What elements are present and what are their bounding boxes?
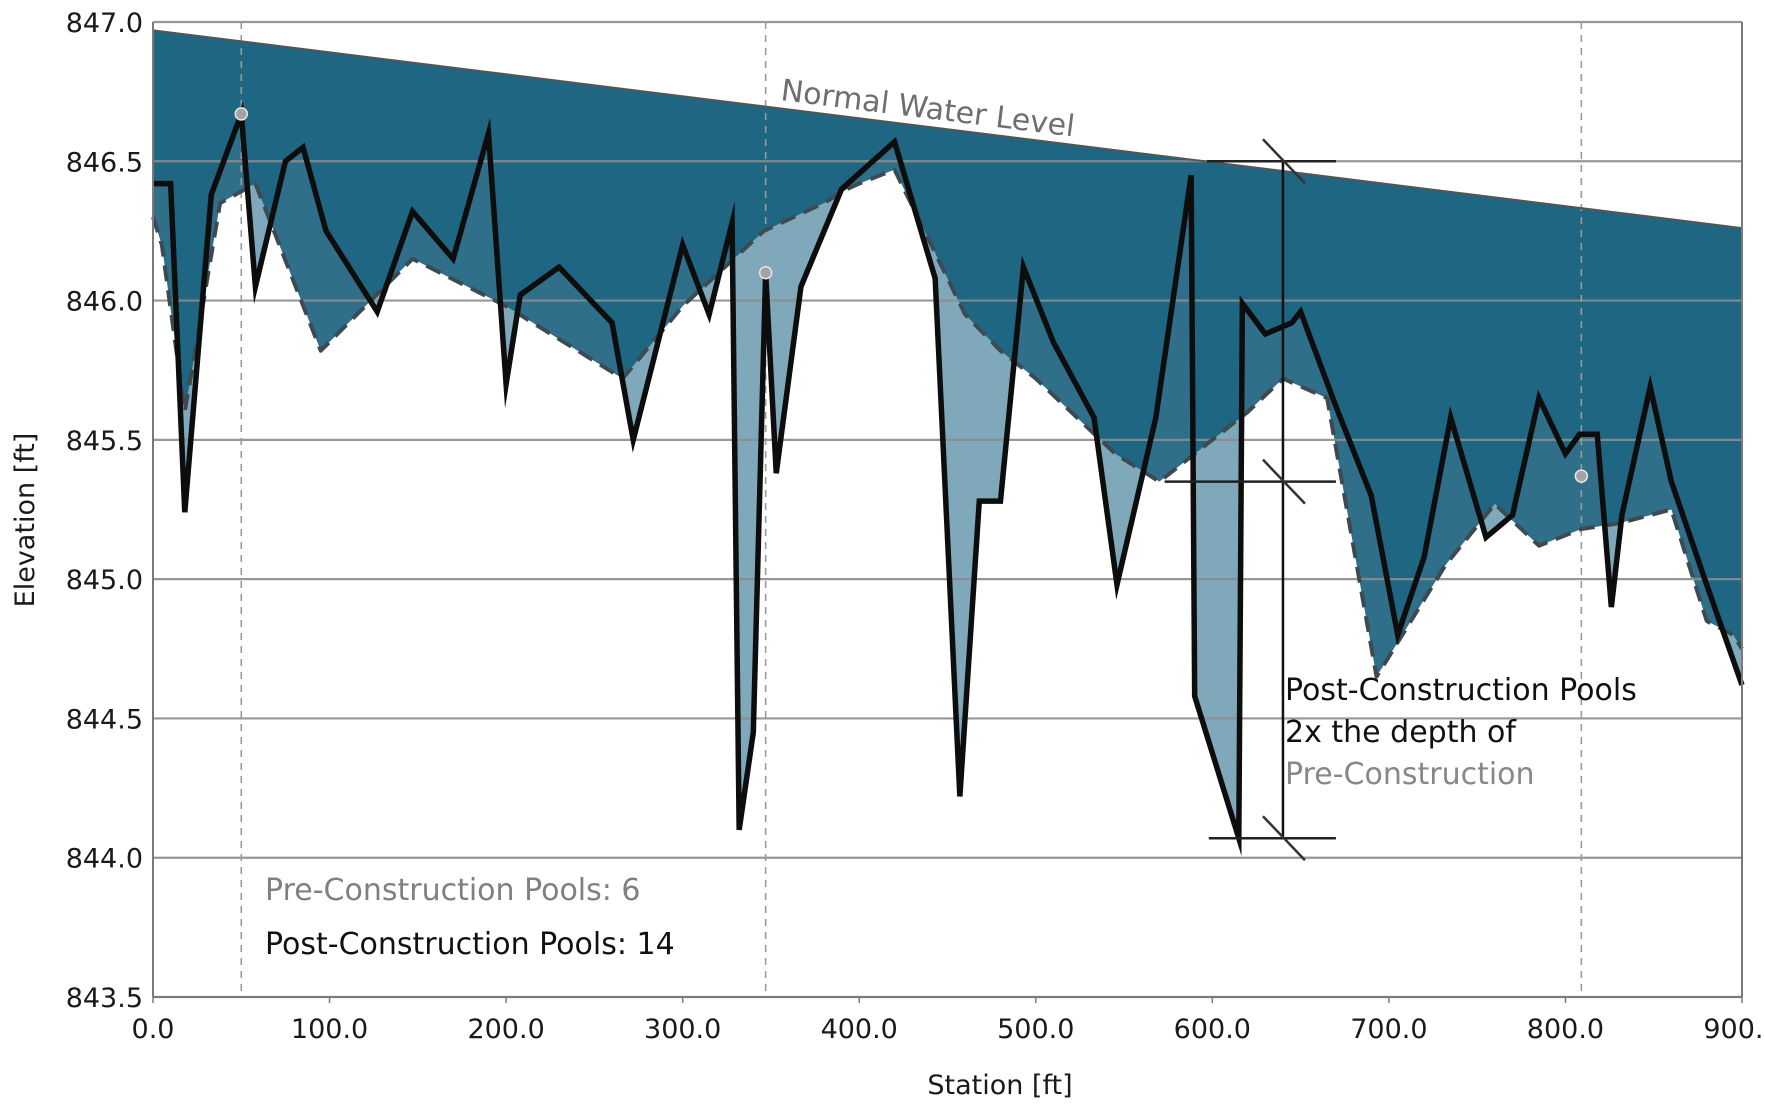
highlight-point: [1574, 469, 1589, 483]
y-axis-title: Elevation [ft]: [10, 433, 41, 608]
y-tick-label: 847.0: [66, 8, 143, 39]
excavation-region-fill: [1621, 386, 1723, 630]
x-axis-title: Station [ft]: [927, 1070, 1072, 1101]
depth-annotation-line-2: 2x the depth of: [1285, 715, 1517, 750]
y-tick-label: 846.5: [66, 147, 143, 178]
depth-annotation-line-1: Post-Construction Pools: [1285, 673, 1637, 708]
x-tick-label: 700.0: [1350, 1014, 1427, 1045]
x-tick-label: 200.0: [467, 1014, 544, 1045]
x-tick-label: 0.0: [132, 1014, 175, 1045]
post-construction-line: [153, 101, 1745, 856]
y-tick-label: 845.0: [66, 565, 143, 596]
fill-region-fill: [1096, 436, 1144, 585]
highlight-point: [234, 107, 249, 121]
x-tick-label: 100.0: [291, 1014, 368, 1045]
excavation-region-fill: [201, 113, 248, 315]
annotation-layer: [1164, 138, 1336, 862]
excavation-region-fill: [839, 141, 916, 214]
axes-layer: 0.0 100.0 200.0 300.0 400.0 500.0 600.0 700.0 80…: [66, 8, 1765, 1045]
x-tick-label: 500.0: [997, 1014, 1074, 1045]
fill-region-fill: [1193, 416, 1242, 839]
excavation-region-fill: [386, 133, 501, 304]
dimension-tick: [1262, 458, 1306, 505]
line-layer: [151, 29, 1745, 856]
dimension-tick: [1262, 138, 1306, 185]
dimension-tick: [1262, 815, 1306, 862]
x-tick-label: 800.0: [1527, 1014, 1604, 1045]
y-tick-label: 844.5: [66, 704, 143, 735]
pre-construction-line: [151, 167, 1744, 679]
x-tick-label: 400.0: [821, 1014, 898, 1045]
y-tick-label: 845.5: [66, 426, 143, 457]
normal-water-level-line: [152, 29, 1743, 230]
post-construction-pools-label: Post-Construction Pools: 14: [265, 927, 675, 962]
excavation-region-fill: [517, 267, 623, 379]
x-tick-label: 300.0: [644, 1014, 721, 1045]
depth-annotation-line-3: Pre-Construction: [1285, 757, 1535, 792]
pre-construction-pools-label: Pre-Construction Pools: 6: [265, 873, 641, 908]
x-tick-label: 900.0: [1703, 1014, 1765, 1045]
y-tick-label: 846.0: [66, 287, 143, 318]
fill-region-fill: [732, 193, 840, 830]
x-tick-label: 600.0: [1174, 1014, 1251, 1045]
y-tick-label: 843.5: [66, 983, 143, 1014]
excavation-region-fill: [1241, 303, 1482, 677]
y-tick-label: 844.0: [66, 844, 143, 875]
highlight-point: [758, 265, 773, 280]
